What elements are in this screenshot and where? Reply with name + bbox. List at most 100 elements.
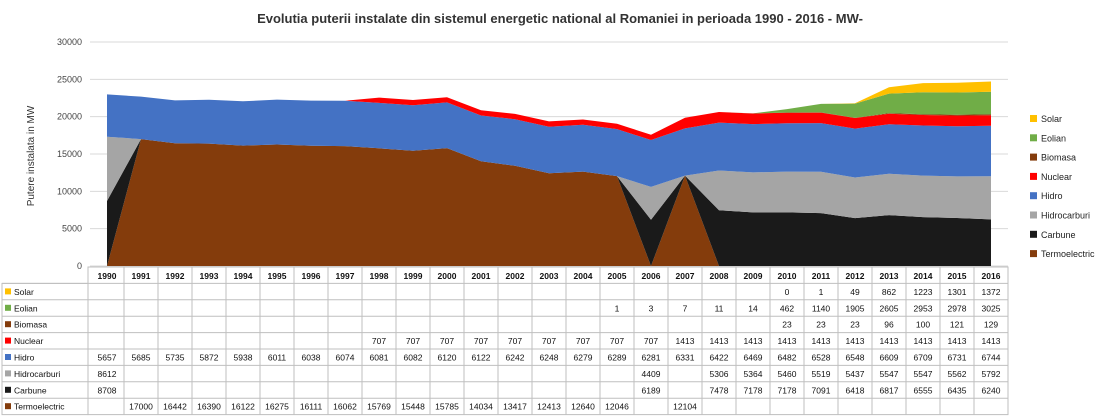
x-tick-label: 1997 — [336, 271, 355, 281]
chart-title: Evolutia puterii instalate din sistemul … — [257, 11, 863, 26]
table-cell: 862 — [882, 287, 896, 297]
table-cell: 14034 — [469, 402, 493, 412]
table-cell: 6435 — [948, 385, 967, 395]
table-cell: 23 — [850, 320, 860, 330]
table-cell: 7 — [683, 303, 688, 313]
x-tick-label: 2010 — [778, 271, 797, 281]
table-cell: 707 — [406, 336, 420, 346]
table-cell: 707 — [576, 336, 590, 346]
table-cell: 5562 — [948, 369, 967, 379]
x-tick-label: 1993 — [200, 271, 219, 281]
table-cell: 6082 — [404, 353, 423, 363]
table-cell: 6038 — [302, 353, 321, 363]
table-cell: 6469 — [744, 353, 763, 363]
table-cell: 16111 — [300, 402, 323, 412]
table-cell: 23 — [816, 320, 826, 330]
legend-label: Biomasa — [1041, 153, 1076, 163]
table-key-biomasa — [5, 321, 11, 328]
table-cell: 8708 — [98, 385, 117, 395]
legend: Solar Eolian Biomasa Nuclear Hidro Hidrocarbu… — [1030, 114, 1095, 259]
table-cell: 6281 — [642, 353, 661, 363]
table-cell: 1223 — [914, 287, 933, 297]
table-cell: 5547 — [880, 369, 899, 379]
table-cell: 707 — [542, 336, 556, 346]
table-cell: 5792 — [982, 369, 1001, 379]
table-cell: 1905 — [846, 303, 865, 313]
table-cell: 11 — [715, 303, 724, 313]
table-cell: 6279 — [574, 353, 593, 363]
table-cell: 121 — [950, 320, 964, 330]
table-cell: 5306 — [710, 369, 729, 379]
table-cell: 1413 — [880, 336, 899, 346]
x-tick-label: 2013 — [880, 271, 899, 281]
table-cell: 1301 — [948, 287, 967, 297]
area-hidrocarburi — [107, 136, 991, 220]
x-tick-label: 2000 — [438, 271, 457, 281]
table-cell: 1413 — [982, 336, 1001, 346]
plot-area — [107, 81, 991, 266]
x-tick-label: 1995 — [268, 271, 287, 281]
table-cell: 16122 — [231, 402, 255, 412]
table-cell: 6248 — [540, 353, 559, 363]
table-cell: 707 — [644, 336, 658, 346]
area-nuclear — [107, 94, 991, 140]
table-cell: 5460 — [778, 369, 797, 379]
table-cell: 1413 — [948, 336, 967, 346]
table-cell: 7478 — [710, 385, 729, 395]
table-key-eolian — [5, 304, 11, 311]
table-cell: 6744 — [982, 353, 1001, 363]
x-tick-label: 2004 — [574, 271, 593, 281]
table-cell: 129 — [984, 320, 998, 330]
x-tick-label: 1994 — [234, 271, 253, 281]
x-tick-label: 2008 — [710, 271, 729, 281]
y-tick-label: 30000 — [57, 37, 82, 47]
table-cell: 6555 — [914, 385, 933, 395]
x-tick-label: 2001 — [472, 271, 491, 281]
table-cell: 6081 — [370, 353, 389, 363]
table-cell: 49 — [850, 287, 860, 297]
legend-label: Carbune — [1041, 230, 1076, 240]
legend-key-eolian — [1030, 134, 1037, 142]
x-tick-label: 2012 — [846, 271, 865, 281]
table-cell: 1413 — [676, 336, 695, 346]
table-cell: 6189 — [642, 385, 661, 395]
legend-key-solar — [1030, 115, 1037, 122]
table-cell: 5938 — [234, 353, 253, 363]
table-cell: 1413 — [778, 336, 797, 346]
table-cell: 16442 — [163, 402, 187, 412]
table-key-solar — [5, 288, 11, 295]
table-cell: 12046 — [605, 402, 629, 412]
area-hidro — [107, 94, 991, 187]
table-cell: 6074 — [336, 353, 355, 363]
table-cell: 7091 — [812, 385, 831, 395]
table-cell: 1413 — [744, 336, 763, 346]
table-cell: 1413 — [846, 336, 865, 346]
table-key-carbune — [5, 386, 11, 393]
y-tick-label: 25000 — [57, 74, 82, 84]
table-row-label: Eolian — [14, 303, 38, 313]
table-cell: 6240 — [982, 385, 1001, 395]
table-cell: 5735 — [166, 353, 185, 363]
y-axis-label: Putere instalata in MW — [26, 105, 37, 206]
x-tick-label: 1999 — [404, 271, 423, 281]
table-row-label: Nuclear — [14, 336, 43, 346]
area-termoelectric — [107, 139, 991, 266]
table-cell: 6122 — [472, 353, 491, 363]
area-solar — [107, 81, 991, 135]
legend-label: Hidro — [1041, 191, 1063, 201]
table-cell: 4409 — [642, 369, 661, 379]
table-row-label: Solar — [14, 287, 34, 297]
y-tick-label: 20000 — [57, 112, 82, 122]
table-cell: 12104 — [673, 402, 697, 412]
x-tick-label: 2007 — [676, 271, 695, 281]
table-cell: 6731 — [948, 353, 967, 363]
table-cell: 6609 — [880, 353, 899, 363]
table-cell: 6709 — [914, 353, 933, 363]
legend-label: Termoelectric — [1041, 249, 1095, 259]
x-tick-label: 2006 — [642, 271, 661, 281]
table-cell: 5657 — [98, 353, 117, 363]
table-cell: 707 — [372, 336, 386, 346]
table-row-label: Termoelectric — [14, 402, 65, 412]
x-tick-label: 2005 — [608, 271, 627, 281]
table-cell: 707 — [610, 336, 624, 346]
